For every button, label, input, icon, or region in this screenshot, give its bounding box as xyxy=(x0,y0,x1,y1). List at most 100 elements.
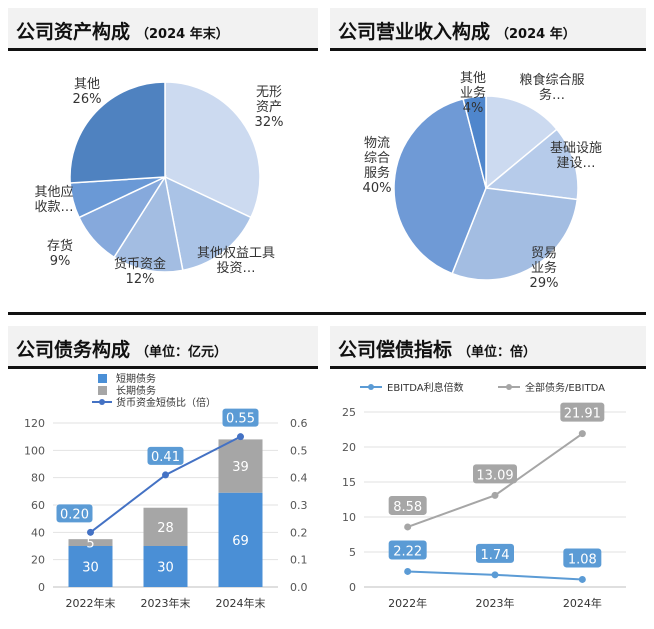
revenue-subtitle: （2024 年） xyxy=(496,27,576,42)
revenue-pie-chart: 粮食综合服务… 基础设施建设… 贸易业务 29% 物流综合服务 40% 其他业务 4% xyxy=(363,71,602,291)
debt-legend-label-1: 长期债务 xyxy=(116,384,156,397)
debt-bar-long-label-1: 28 xyxy=(157,521,174,536)
debt-y2-tick-6: 0.6 xyxy=(290,417,308,430)
solvency-label-box-1-2 xyxy=(560,402,605,422)
assets-pie-label-2: 货币资金 12% xyxy=(114,256,166,287)
revenue-pie-slice-3 xyxy=(393,97,487,275)
assets-pie-label-0: 无形资产 32% xyxy=(255,85,284,130)
solvency-label-box-0-0 xyxy=(388,540,427,560)
revenue-pie-label-4: 其他业务 4% xyxy=(460,71,486,116)
debt-y2-tick-1: 0.1 xyxy=(290,554,308,567)
assets-pie-label-5: 其他 26% xyxy=(73,77,102,107)
debt-x-tick-2: 2024年末 xyxy=(216,596,266,610)
solvency-label-0-0: 2.22 xyxy=(393,544,422,559)
solvency-x-tick-0: 2022年 xyxy=(388,596,427,610)
revenue-pie-label-0: 粮食综合服务… xyxy=(519,72,584,103)
debt-title: 公司债务构成 （单位：亿元） xyxy=(16,335,227,362)
solvency-x-tick-1: 2023年 xyxy=(476,596,515,610)
assets-pie-chart: 无形资产 32% 其他权益工具投资… 货币资金 12% 存货 9% 其他应收款… 其他 26% xyxy=(34,77,284,287)
solvency-y-tick-3: 15 xyxy=(342,476,356,489)
debt-legend-marker-2 xyxy=(99,399,105,405)
debt-ratio-label-box-0 xyxy=(56,504,93,523)
solvency-y-tick-4: 20 xyxy=(342,441,356,454)
debt-ratio-label-1: 0.41 xyxy=(151,450,180,465)
debt-bar-short-label-2: 69 xyxy=(232,534,249,549)
solvency-label-0-2: 1.08 xyxy=(568,552,597,567)
revenue-pie-slice-2 xyxy=(451,187,579,281)
solvency-point-0-2 xyxy=(578,575,586,583)
solvency-label-1-2: 21.91 xyxy=(564,407,601,422)
solvency-label-1-0: 8.58 xyxy=(393,500,422,515)
assets-panel: 公司资产构成 （2024 年末） 无形资产 32% 其他权益工具投资… 货币资金 12% 存… xyxy=(8,8,318,308)
solvency-subtitle: （单位：倍） xyxy=(458,345,537,360)
solvency-legend-marker-1 xyxy=(506,384,512,390)
solvency-label-box-0-2 xyxy=(563,548,602,568)
debt-y-tick-5: 100 xyxy=(24,444,45,457)
solvency-label-box-1-0 xyxy=(388,495,427,515)
debt-y-tick-0: 0 xyxy=(38,581,45,594)
debt-panel: 公司债务构成 （单位：亿元） 短期债务 长期债务 货币资金短债比（倍） 0 20 40 60 8… xyxy=(8,326,318,622)
solvency-legend-marker-0 xyxy=(368,384,374,390)
assets-pie-slice-2 xyxy=(113,174,184,273)
debt-subtitle: （单位：亿元） xyxy=(136,345,228,360)
assets-pie-slice-0 xyxy=(164,81,261,219)
solvency-point-1-1 xyxy=(491,491,499,499)
debt-y-tick-4: 80 xyxy=(31,472,45,485)
debt-y2-tick-5: 0.5 xyxy=(290,444,308,457)
revenue-header: 公司营业收入构成 （2024 年） xyxy=(330,8,646,51)
revenue-pie-label-3: 物流综合服务 40% xyxy=(363,136,392,196)
debt-y2-tick-2: 0.2 xyxy=(290,526,308,539)
debt-y-tick-6: 120 xyxy=(24,417,45,430)
debt-y2-tick-0: 0.0 xyxy=(290,581,308,594)
debt-bar-short-2 xyxy=(218,492,263,587)
solvency-title: 公司偿债指标 （单位：倍） xyxy=(338,335,536,362)
debt-bar-short-1 xyxy=(143,546,188,587)
debt-y2-tick-3: 0.3 xyxy=(290,499,308,512)
debt-ratio-label-2: 0.55 xyxy=(226,412,255,427)
debt-ratio-label-box-2 xyxy=(222,408,259,427)
debt-y2-tick-4: 0.4 xyxy=(290,472,308,485)
revenue-pie-slice-1 xyxy=(484,128,579,201)
debt-x-tick-0: 2022年末 xyxy=(66,596,116,610)
debt-bar-short-label-1: 30 xyxy=(157,561,174,576)
solvency-label-0-1: 1.74 xyxy=(481,548,510,563)
solvency-point-0-1 xyxy=(491,571,499,579)
debt-ratio-label-0: 0.20 xyxy=(60,507,89,522)
debt-bar-short-label-0: 30 xyxy=(82,561,99,576)
assets-pie-label-1: 其他权益工具投资… xyxy=(197,245,275,276)
debt-legend-label-2: 货币资金短债比（倍） xyxy=(116,396,216,409)
debt-bar-short-0 xyxy=(68,546,113,587)
solvency-title-text: 公司偿债指标 xyxy=(338,339,453,361)
solvency-panel: 公司偿债指标 （单位：倍） EBITDA利息倍数 全部债务/EBITDA 0 5 10 15… xyxy=(330,326,646,622)
solvency-point-0-0 xyxy=(404,567,412,575)
debt-bar-long-label-0: 5 xyxy=(86,537,94,552)
solvency-header: 公司偿债指标 （单位：倍） xyxy=(330,326,646,369)
revenue-pie-label-2: 贸易业务 29% xyxy=(530,246,559,291)
assets-subtitle: （2024 年末） xyxy=(136,27,229,42)
assets-header: 公司资产构成 （2024 年末） xyxy=(8,8,318,51)
solvency-legend-label-1: 全部债务/EBITDA xyxy=(525,381,605,394)
solvency-line-chart: EBITDA利息倍数 全部债务/EBITDA 0 5 10 15 20 25 2022年 2023… xyxy=(342,381,626,610)
solvency-label-box-0-1 xyxy=(476,543,514,563)
debt-legend-swatch-0 xyxy=(98,374,107,383)
section-divider xyxy=(8,312,646,315)
debt-y-tick-1: 20 xyxy=(31,554,45,567)
solvency-point-1-2 xyxy=(578,430,586,438)
solvency-point-1-0 xyxy=(404,523,412,531)
solvency-y-tick-2: 10 xyxy=(342,511,356,524)
assets-title: 公司资产构成 （2024 年末） xyxy=(16,17,229,44)
revenue-panel: 公司营业收入构成 （2024 年） 粮食综合服务… 基础设施建设… 贸易业务 29% 物流… xyxy=(330,8,646,308)
revenue-pie-slice-0 xyxy=(485,95,558,190)
debt-bar-long-0 xyxy=(68,539,113,546)
assets-pie-label-4: 其他应收款… xyxy=(34,184,73,215)
debt-y-tick-3: 60 xyxy=(31,499,45,512)
debt-bar-long-2 xyxy=(218,439,263,493)
solvency-y-tick-1: 5 xyxy=(349,546,356,559)
solvency-y-tick-5: 25 xyxy=(342,406,356,419)
debt-legend-swatch-1 xyxy=(98,386,107,395)
debt-legend-label-0: 短期债务 xyxy=(116,372,156,385)
solvency-x-tick-2: 2024年 xyxy=(563,596,602,610)
debt-ratio-point-0 xyxy=(87,528,94,536)
debt-bar-long-label-2: 39 xyxy=(232,460,249,475)
